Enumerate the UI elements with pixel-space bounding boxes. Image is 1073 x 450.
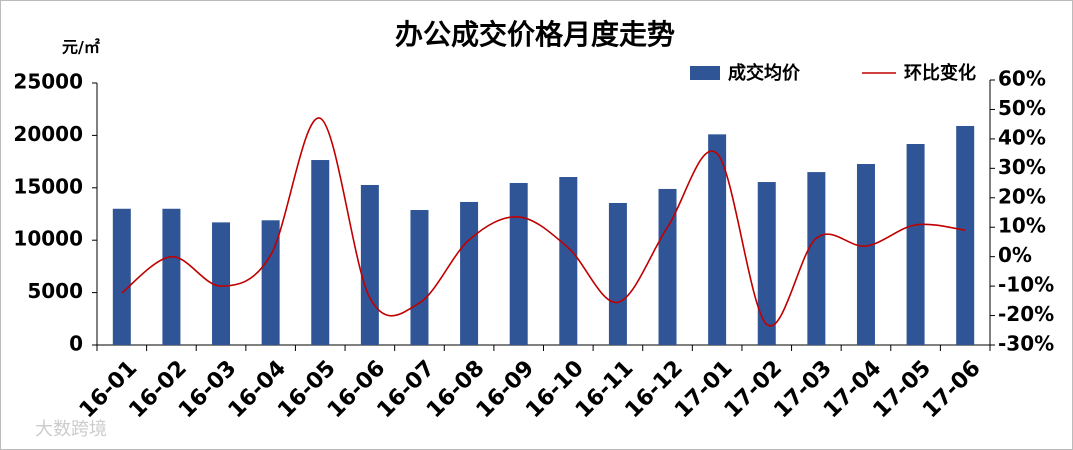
bar xyxy=(956,125,975,345)
y2-tick-label: -10% xyxy=(998,273,1054,297)
bar xyxy=(807,172,826,345)
y-tick-label: 15000 xyxy=(13,174,83,198)
y-tick-label: 20000 xyxy=(13,122,83,146)
y-tick-label: 5000 xyxy=(27,279,83,303)
y2-tick-label: -30% xyxy=(998,332,1054,356)
bar xyxy=(509,182,528,345)
bar xyxy=(162,208,181,345)
y-tick-label: 25000 xyxy=(13,70,83,94)
bar xyxy=(906,143,925,345)
y2-tick-label: 40% xyxy=(998,125,1046,149)
y2-tick-label: 20% xyxy=(998,184,1046,208)
bar xyxy=(360,184,379,345)
y-tick-label: 10000 xyxy=(13,227,83,251)
bar xyxy=(608,202,627,345)
bar xyxy=(410,210,429,345)
legend-label: 成交均价 xyxy=(728,62,801,84)
bar xyxy=(311,160,330,345)
bar xyxy=(658,188,677,345)
bar xyxy=(856,164,875,345)
line xyxy=(121,117,966,327)
bar xyxy=(212,222,231,345)
y2-tick-label: 10% xyxy=(998,214,1046,238)
bar xyxy=(708,134,727,345)
chart-title: 办公成交价格月度走势 xyxy=(395,18,675,51)
bar xyxy=(460,201,479,345)
y2-tick-label: 0% xyxy=(998,243,1032,267)
y2-tick-label: 50% xyxy=(998,96,1046,120)
y2-tick-label: 60% xyxy=(998,67,1046,91)
bar xyxy=(261,220,280,345)
y2-tick-label: 30% xyxy=(998,155,1046,179)
bar xyxy=(757,182,776,345)
bar xyxy=(112,208,131,345)
y2-tick-label: -20% xyxy=(998,302,1054,326)
legend-label: 环比变化 xyxy=(904,62,976,84)
y-axis-unit: 元/㎡ xyxy=(62,38,100,57)
legend-swatch xyxy=(690,66,720,80)
bar xyxy=(559,177,578,345)
y-tick-label: 0 xyxy=(69,332,83,356)
watermark: 大数跨境 xyxy=(35,419,107,440)
